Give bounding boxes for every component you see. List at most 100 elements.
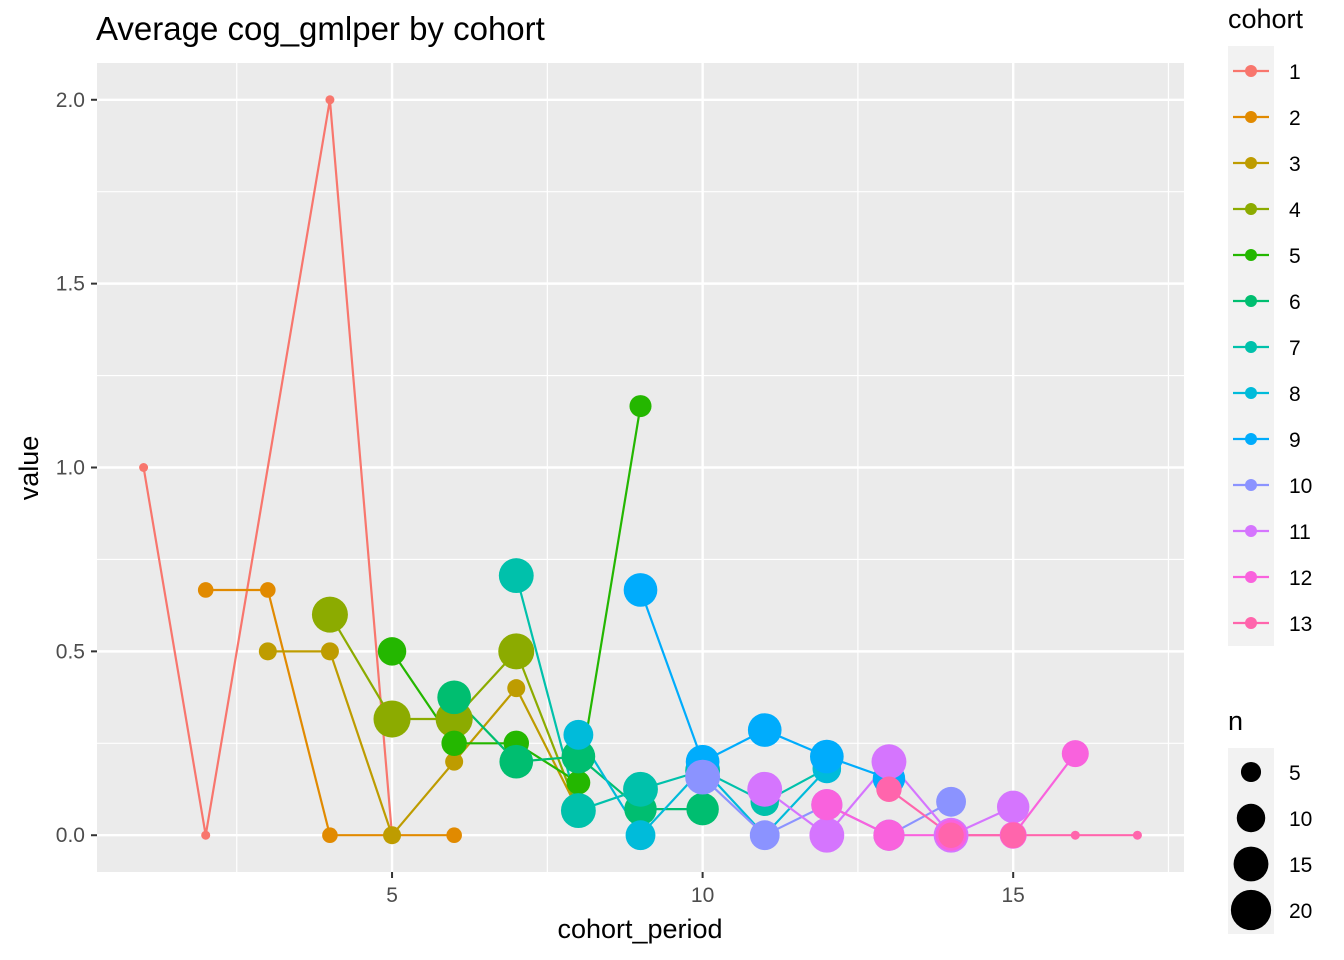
x-axis-title: cohort_period	[557, 914, 722, 944]
legend-key-point-cohort-5	[1245, 249, 1257, 261]
series-points	[139, 95, 1142, 853]
legend-key-point-cohort-12	[1245, 571, 1257, 583]
data-point-cohort-1	[139, 463, 149, 472]
data-point-cohort-7	[560, 793, 596, 829]
data-point-cohort-13	[876, 776, 902, 802]
x-tick-label: 10	[691, 884, 714, 907]
data-point-cohort-3	[383, 826, 402, 845]
data-point-cohort-8	[625, 820, 656, 851]
data-point-cohort-2	[446, 827, 462, 844]
series-line-cohort-1	[142, 99, 394, 836]
legend-key-point-cohort-2	[1245, 111, 1257, 123]
data-point-cohort-2	[322, 827, 338, 844]
size-legend-label-10: 10	[1289, 808, 1312, 831]
data-point-cohort-7	[623, 771, 658, 807]
data-point-cohort-1	[325, 95, 335, 105]
legend-label-cohort-6: 6	[1289, 291, 1301, 314]
data-point-cohort-13	[938, 822, 964, 848]
legend-label-cohort-5: 5	[1289, 245, 1301, 268]
data-point-cohort-11	[809, 817, 845, 853]
size-legend-key-15	[1233, 846, 1269, 882]
data-point-cohort-11	[996, 790, 1030, 824]
size-legend-label-5: 5	[1289, 762, 1301, 785]
data-point-cohort-7	[498, 558, 534, 594]
data-point-cohort-3	[445, 752, 464, 771]
legend-key-point-cohort-9	[1245, 433, 1257, 445]
x-axis: 5 10 15	[386, 872, 1025, 907]
series-line-cohort-3	[267, 650, 580, 838]
x-tick-label: 5	[386, 884, 398, 907]
legend-key-point-cohort-10	[1245, 479, 1257, 491]
legend-label-cohort-13: 13	[1289, 613, 1312, 636]
data-point-cohort-10	[749, 820, 780, 851]
data-point-cohort-9	[747, 713, 782, 747]
y-tick-label: 0.0	[56, 824, 85, 847]
data-point-cohort-12	[873, 819, 905, 851]
legend-label-cohort-4: 4	[1289, 199, 1301, 222]
size-legend-key-5	[1240, 761, 1262, 783]
size-legend-key-20	[1230, 889, 1272, 931]
legend-key-point-cohort-3	[1245, 157, 1257, 169]
data-point-cohort-6	[437, 680, 471, 715]
data-point-cohort-2	[197, 582, 214, 598]
data-point-cohort-5	[629, 395, 652, 418]
data-point-cohort-5	[441, 730, 467, 757]
data-point-cohort-13	[1132, 830, 1142, 840]
size-legend-label-15: 15	[1289, 854, 1312, 877]
size-legend-title: n	[1228, 706, 1243, 736]
data-point-cohort-3	[258, 642, 277, 661]
legend-label-cohort-7: 7	[1289, 337, 1301, 360]
size-legend: 5 10 15 20	[1230, 761, 1312, 931]
data-point-cohort-2	[260, 582, 276, 598]
data-point-cohort-13	[1070, 830, 1080, 840]
y-tick-label: 1.5	[56, 273, 85, 296]
data-point-cohort-13	[1000, 822, 1026, 848]
legend-key-point-cohort-13	[1245, 617, 1257, 629]
data-point-cohort-11	[871, 744, 907, 780]
y-axis: 0.0 0.5 1.0 1.5 2.0	[56, 89, 97, 847]
data-point-cohort-6	[499, 744, 534, 779]
legend-label-cohort-11: 11	[1289, 521, 1311, 544]
legend-label-cohort-3: 3	[1289, 153, 1301, 176]
color-legend-title: cohort	[1228, 4, 1304, 34]
data-point-cohort-10	[936, 786, 966, 817]
x-tick-label: 15	[1002, 884, 1025, 907]
data-point-cohort-5	[377, 637, 407, 666]
legend-label-cohort-10: 10	[1289, 475, 1312, 498]
data-point-cohort-8	[563, 719, 594, 750]
legend-label-cohort-9: 9	[1289, 429, 1301, 452]
legend-key-point-cohort-4	[1245, 203, 1257, 215]
legend-label-cohort-2: 2	[1289, 107, 1301, 130]
data-point-cohort-4	[311, 596, 348, 633]
size-legend-key-10	[1236, 803, 1266, 833]
legend-key-point-cohort-6	[1245, 295, 1257, 307]
legend-key-point-cohort-8	[1245, 387, 1257, 399]
legend-label-cohort-1: 1	[1289, 61, 1301, 84]
size-legend-label-20: 20	[1289, 900, 1312, 923]
data-point-cohort-3	[320, 642, 339, 661]
data-point-cohort-1	[201, 830, 211, 840]
data-point-cohort-5	[566, 770, 591, 795]
data-point-cohort-12	[1061, 740, 1089, 768]
y-axis-title: value	[14, 436, 44, 501]
data-point-cohort-3	[507, 679, 526, 698]
data-point-cohort-10	[685, 759, 721, 795]
legend-label-cohort-12: 12	[1289, 567, 1312, 590]
data-point-cohort-4	[373, 700, 411, 738]
data-point-cohort-9	[623, 573, 658, 607]
data-point-cohort-12	[811, 789, 843, 821]
data-point-cohort-9	[810, 739, 844, 774]
legend-key-point-cohort-1	[1245, 65, 1257, 77]
legend-label-cohort-8: 8	[1289, 383, 1301, 406]
legend-key-point-cohort-7	[1245, 341, 1257, 353]
y-tick-label: 0.5	[56, 640, 85, 663]
data-point-cohort-11	[747, 771, 783, 807]
data-point-cohort-6	[561, 739, 596, 774]
y-tick-label: 1.0	[56, 457, 85, 480]
chart-title: Average cog_gmlper by cohort	[96, 10, 545, 47]
data-point-cohort-6	[686, 792, 719, 826]
data-point-cohort-4	[498, 633, 535, 670]
legend-key-point-cohort-11	[1245, 525, 1257, 537]
